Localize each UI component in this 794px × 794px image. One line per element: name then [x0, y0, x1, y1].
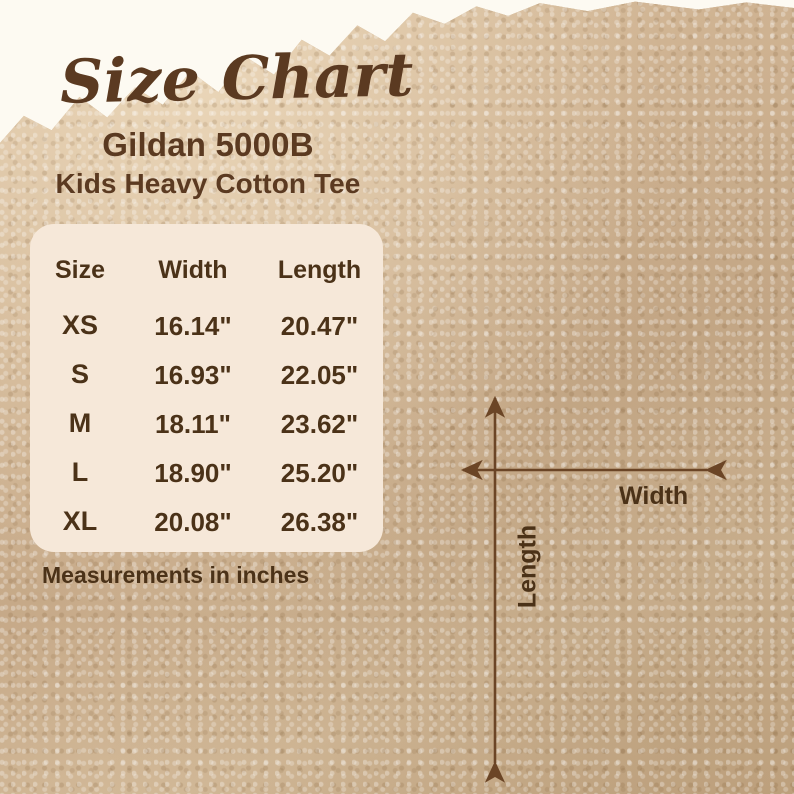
table-row: L 18.90" 25.20": [30, 448, 383, 497]
cell-width: 20.08": [154, 506, 232, 537]
column-header-length: Length: [277, 256, 362, 284]
cell-length: 25.20": [280, 457, 359, 488]
cell-size: M: [68, 408, 92, 438]
length-label: Length: [513, 524, 542, 609]
size-table-panel: [30, 224, 383, 552]
cell-size: L: [71, 457, 89, 487]
cell-size: S: [70, 359, 89, 389]
table-row: S 16.93" 22.05": [30, 350, 383, 399]
cell-width: 18.90": [154, 457, 232, 488]
cell-width: 18.11": [155, 408, 231, 439]
cell-width: 16.93": [154, 359, 232, 390]
cell-length: 22.05": [280, 359, 359, 390]
cell-length: 23.62": [280, 408, 359, 439]
measurements-footnote: Measurements in inches: [42, 562, 310, 588]
table-row: XL 20.08" 26.38": [30, 497, 383, 546]
cell-size: XL: [62, 506, 98, 536]
cell-length: 20.47": [280, 310, 359, 341]
table-header-row: Size Width Length: [30, 224, 383, 301]
cell-length: 26.38": [280, 506, 359, 537]
column-header-width: Width: [158, 256, 228, 284]
size-table: Size Width Length XS 16.14" 20.47" S 16.…: [30, 224, 383, 546]
table-row: M 18.11" 23.62": [30, 399, 383, 448]
brand-subtitle: Gildan 5000B: [102, 126, 314, 163]
width-label: Width: [619, 482, 689, 510]
table-row: XS 16.14" 20.47": [30, 301, 383, 350]
cell-size: XS: [61, 310, 99, 340]
page-title: Size Chart: [59, 40, 415, 118]
cell-width: 16.14": [154, 310, 232, 341]
product-subtitle: Kids Heavy Cotton Tee: [55, 168, 361, 199]
column-header-size: Size: [54, 256, 106, 284]
